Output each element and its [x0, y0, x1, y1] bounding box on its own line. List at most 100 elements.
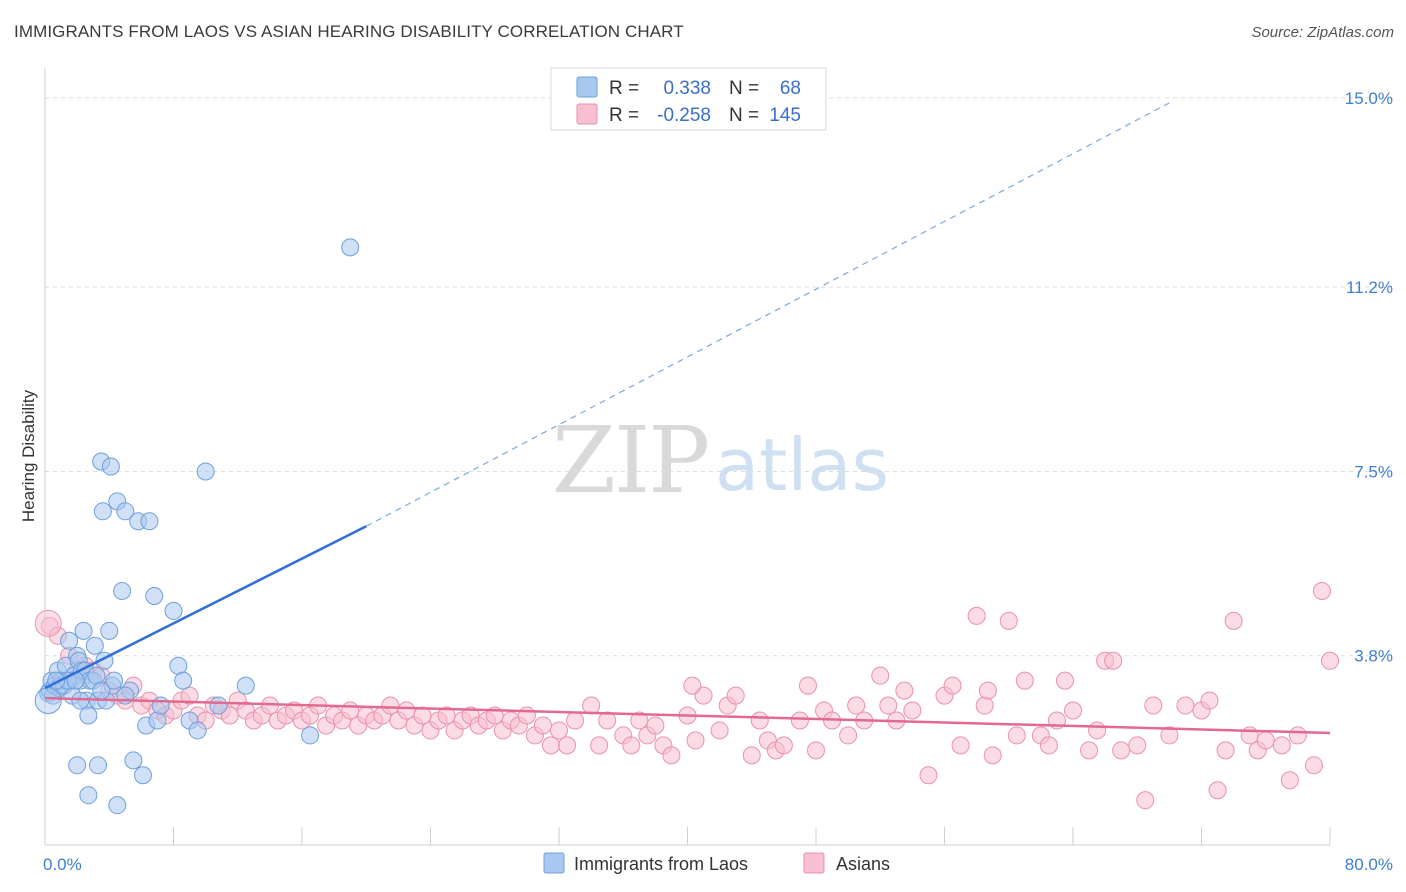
asians-point	[550, 721, 568, 740]
laos-point	[105, 671, 124, 690]
laos-point	[196, 462, 215, 481]
asians-point	[683, 676, 702, 695]
asians-point	[1007, 726, 1026, 745]
asians-point	[1200, 691, 1219, 710]
asians-point	[1208, 781, 1227, 800]
asians-point	[975, 696, 994, 715]
asians-point	[1112, 741, 1131, 760]
asians-point	[798, 676, 817, 695]
asians-point	[598, 711, 617, 730]
asians-point	[807, 741, 825, 760]
asians-point	[1280, 771, 1299, 790]
asians-point	[1312, 581, 1331, 600]
asians-point	[1055, 671, 1074, 690]
y-tick-label: 7.5%	[1354, 462, 1393, 481]
legend-swatch-asians	[576, 103, 598, 125]
laos-point	[89, 756, 108, 775]
laos-point	[79, 786, 98, 805]
asians-point	[1015, 671, 1034, 690]
asians-point	[871, 666, 890, 685]
laos-point	[79, 706, 98, 725]
asians-point-large	[34, 609, 62, 637]
asians-point	[978, 681, 997, 700]
asians-point	[943, 676, 962, 695]
asians-trend-line	[44, 696, 1331, 735]
x-tick-label-max: 80.0%	[1345, 855, 1393, 874]
laos-point	[164, 601, 183, 620]
y-tick-label: 3.8%	[1354, 647, 1393, 666]
asians-point	[566, 711, 585, 730]
legend-n-label-laos: N =	[729, 78, 759, 99]
trend-lines	[44, 102, 1331, 735]
asians-point	[630, 711, 649, 730]
laos-point	[188, 721, 207, 740]
watermark-atlas: atlas	[715, 423, 889, 507]
asians-point	[1288, 726, 1307, 745]
laos-point	[174, 671, 193, 690]
chart-title: IMMIGRANTS FROM LAOS VS ASIAN HEARING DI…	[14, 22, 684, 41]
asians-point	[903, 701, 922, 720]
asians-point	[1224, 611, 1243, 630]
asians-point	[694, 686, 713, 705]
y-axis-title: Hearing Disability	[19, 389, 38, 522]
laos-point	[74, 621, 93, 640]
asians-point	[1321, 651, 1339, 670]
asians-point	[726, 686, 745, 705]
asians-point	[517, 706, 536, 725]
asians-point	[1176, 696, 1195, 715]
legend-n-value-laos: 68	[780, 78, 801, 99]
asians-point	[220, 706, 239, 725]
asians-point	[1080, 741, 1099, 760]
legend-n-label-asians: N =	[729, 105, 759, 126]
asians-point	[710, 721, 729, 740]
bottom-legend-swatch-asians	[803, 852, 825, 874]
asians-point	[1304, 756, 1323, 775]
laos-point	[60, 631, 79, 650]
bottom-legend-swatch-laos	[543, 852, 565, 874]
asians-point	[1216, 741, 1235, 760]
asians-point	[341, 701, 360, 720]
bottom-legend-label-laos: Immigrants from Laos	[574, 854, 748, 874]
laos-point	[92, 681, 111, 700]
asians-point	[413, 706, 432, 725]
laos-point	[100, 621, 119, 640]
asians-point	[951, 736, 970, 755]
laos-point	[108, 796, 127, 815]
laos-point	[236, 676, 255, 695]
laos-point	[151, 696, 170, 715]
y-tick-label: 15.0%	[1345, 89, 1393, 108]
asians-point	[397, 701, 416, 720]
asians-point	[1272, 736, 1291, 755]
asians-point	[541, 736, 560, 755]
asians-point	[919, 766, 938, 785]
asians-point	[742, 746, 761, 765]
laos-point	[341, 238, 360, 257]
axes	[44, 68, 1331, 846]
laos-point	[68, 756, 87, 775]
asians-point	[1104, 651, 1123, 670]
laos-point	[113, 581, 132, 600]
series-legend: Immigrants from Laos Asians	[543, 852, 890, 874]
asians-point	[1136, 791, 1155, 810]
asians-point	[437, 706, 456, 725]
asians-point	[774, 736, 793, 755]
asians-point	[590, 736, 609, 755]
laos-trend-extension	[365, 102, 1170, 527]
laos-point	[301, 726, 320, 745]
laos-point	[148, 711, 167, 730]
asians-point	[999, 611, 1018, 630]
legend-r-value-asians: -0.258	[657, 105, 711, 126]
laos-point	[145, 586, 164, 605]
series-asians	[34, 581, 1339, 810]
correlation-legend: R = 0.338 N = 68 R = -0.258 N = 145	[550, 67, 827, 131]
laos-trend-solid	[44, 525, 367, 690]
asians-point	[895, 681, 914, 700]
asians-point	[662, 746, 681, 765]
asians-point	[1039, 736, 1058, 755]
laos-point	[133, 766, 152, 785]
asians-point	[622, 736, 641, 755]
gridlines	[45, 97, 1392, 657]
series-immigrants-from-laos	[34, 238, 360, 815]
asians-point	[983, 746, 1002, 765]
